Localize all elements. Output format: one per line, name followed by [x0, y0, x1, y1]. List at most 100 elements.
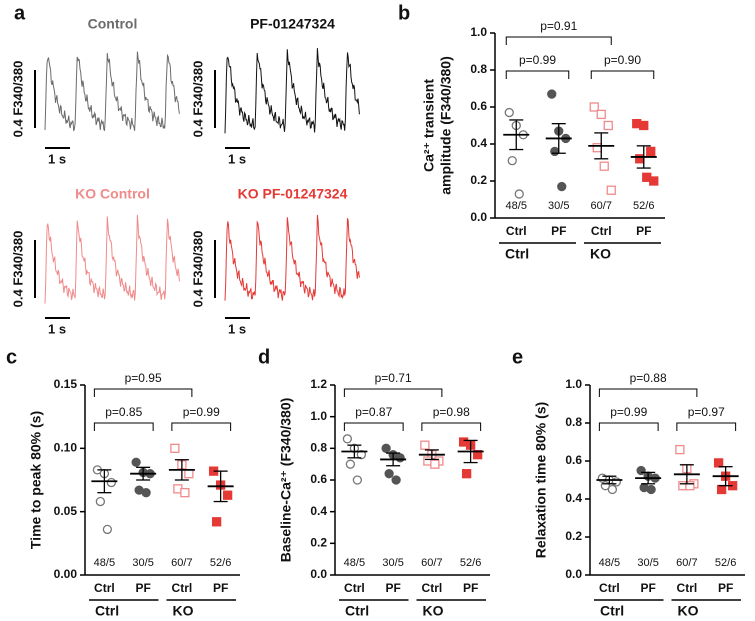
panel-label: b — [398, 2, 410, 24]
scale-label-x: 1 s — [48, 151, 66, 166]
trace-title: Control — [88, 16, 138, 32]
y-tick-label: 0.4 — [310, 504, 327, 518]
bracket — [590, 70, 655, 79]
y-tick-label: 0.6 — [565, 453, 582, 467]
y-tick-label: 0.4 — [470, 136, 487, 150]
group-label: Ctrl — [345, 603, 369, 619]
x-tick-label: PF — [135, 581, 150, 595]
y-axis-label: Baseline-Ca²⁺ (F340/380) — [278, 398, 294, 563]
scale-label-y: 0.4 F340/380 — [10, 61, 25, 138]
y-tick-label: 0.4 — [565, 491, 582, 505]
data-point — [461, 469, 472, 479]
bracket — [93, 388, 193, 397]
y-tick-label: 0.8 — [310, 441, 327, 455]
data-point — [430, 459, 440, 469]
trace — [44, 214, 180, 304]
data-point — [649, 176, 659, 186]
data-point — [596, 109, 606, 120]
data-point — [222, 490, 233, 500]
data-point — [180, 488, 190, 498]
data-point — [639, 120, 649, 131]
data-point — [606, 185, 616, 195]
x-tick-label: PF — [213, 581, 228, 595]
scale-label-x: 1 s — [48, 321, 66, 336]
group-label: KO — [678, 603, 699, 619]
data-point — [391, 475, 401, 485]
n-label: 60/7 — [171, 557, 192, 569]
y-tick-label: 1.0 — [565, 377, 582, 391]
data-point — [131, 457, 141, 467]
y-tick-label: 0.00 — [54, 567, 78, 581]
y-tick-label: 0.2 — [470, 173, 487, 187]
panel-label: d — [258, 346, 270, 368]
y-tick-label: 0.15 — [54, 377, 78, 391]
data-point — [504, 107, 514, 118]
trace — [44, 51, 180, 132]
data-point — [547, 89, 557, 99]
y-axis-label: Ca²⁺ transient — [421, 79, 437, 172]
n-label: 52/6 — [715, 557, 736, 569]
bracket — [171, 422, 232, 431]
y-tick-label: 0.8 — [565, 415, 582, 429]
p-value: p=0.91 — [540, 19, 577, 33]
data-point — [589, 102, 599, 112]
bracket — [343, 388, 443, 397]
data-point — [170, 443, 180, 453]
bracket — [343, 422, 404, 431]
y-axis-label: amplitude (F340/380) — [438, 56, 454, 195]
x-tick-label: PF — [640, 581, 655, 595]
y-tick-label: 1.2 — [310, 377, 327, 391]
panel-label: e — [512, 346, 523, 368]
x-tick-label: PF — [551, 224, 566, 238]
scale-label-y: 0.4 F340/380 — [190, 61, 205, 138]
bracket — [598, 388, 698, 397]
data-point — [636, 465, 646, 476]
x-tick-label: Ctrl — [506, 224, 527, 238]
n-label: 60/7 — [591, 200, 612, 212]
group-label: Ctrl — [505, 246, 529, 262]
x-tick-label: PF — [463, 581, 478, 595]
scale-label-y: 0.4 F340/380 — [190, 231, 205, 308]
n-label: 30/5 — [132, 557, 153, 569]
p-value: p=0.90 — [604, 53, 641, 67]
data-point — [685, 481, 695, 491]
x-tick-label: PF — [636, 224, 651, 238]
panel-label: a — [14, 2, 26, 24]
bracket — [676, 422, 737, 431]
scale-label-y: 0.4 F340/380 — [10, 231, 25, 308]
data-point — [514, 189, 524, 199]
trace-title: KO PF-01247324 — [238, 186, 348, 202]
x-tick-label: Ctrl — [677, 581, 698, 595]
data-point — [102, 524, 113, 535]
data-point — [184, 469, 194, 479]
data-point — [211, 517, 222, 527]
p-value: p=0.88 — [630, 371, 667, 385]
bracket — [421, 422, 482, 431]
trace — [224, 214, 360, 301]
n-label: 60/7 — [421, 557, 442, 569]
data-point — [141, 488, 151, 498]
n-label: 30/5 — [637, 557, 658, 569]
data-point — [646, 484, 656, 495]
data-point — [420, 440, 430, 450]
data-point — [95, 496, 106, 507]
data-point — [713, 458, 724, 468]
panel-label: c — [6, 346, 17, 368]
p-value: p=0.99 — [519, 53, 556, 67]
bracket — [93, 422, 154, 431]
x-tick-label: Ctrl — [422, 581, 443, 595]
data-point — [635, 154, 645, 164]
group-label: Ctrl — [95, 603, 119, 619]
y-axis-label: Time to peak 80% (s) — [28, 411, 44, 549]
p-value: p=0.99 — [183, 405, 220, 419]
x-tick-label: Ctrl — [591, 224, 612, 238]
bracket — [505, 36, 612, 45]
n-label: 30/5 — [548, 200, 569, 212]
data-point — [603, 120, 613, 131]
data-point — [345, 459, 356, 469]
y-tick-label: 1.0 — [310, 409, 327, 423]
data-point — [106, 477, 117, 488]
n-label: 52/6 — [460, 557, 481, 569]
group-label: KO — [590, 246, 611, 262]
bracket — [598, 422, 659, 431]
